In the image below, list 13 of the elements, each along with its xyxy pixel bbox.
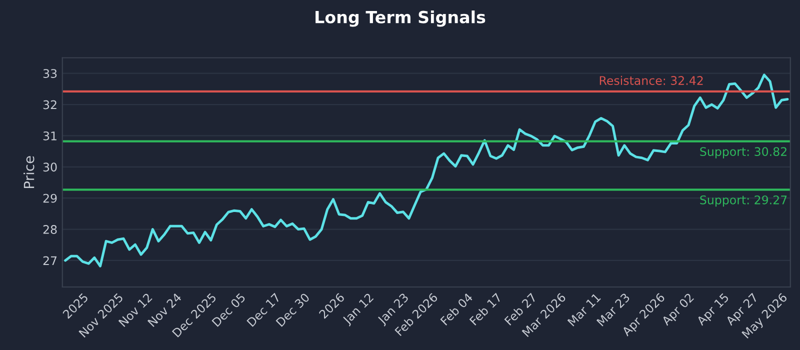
y-tick-label: 31 (43, 131, 56, 140)
ref-line-label: Support: 29.27 (700, 195, 787, 207)
y-axis-title: Price (24, 156, 34, 188)
chart-title: Long Term Signals (316, 10, 486, 27)
y-tick-label: 29 (43, 194, 57, 203)
y-tick-label: 33 (43, 69, 57, 78)
ref-line-label: Resistance: 32.42 (600, 76, 703, 85)
y-tick-label: 30 (43, 162, 57, 172)
ref-line-label: Support: 30.82 (700, 147, 786, 158)
y-tick-label: 32 (43, 100, 56, 110)
y-tick-label: 27 (43, 256, 57, 265)
y-tick-label: 28 (43, 225, 57, 234)
line-series (64, 74, 789, 268)
